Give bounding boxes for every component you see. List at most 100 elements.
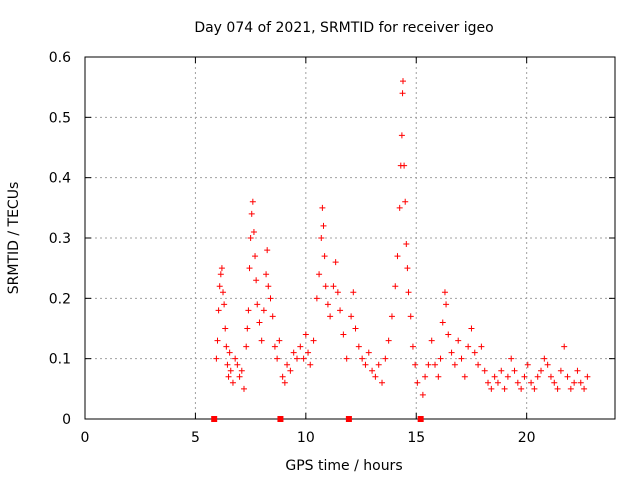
data-point (256, 319, 263, 326)
data-point (263, 271, 270, 278)
data-point (407, 313, 414, 320)
x-tick-label: 20 (518, 430, 536, 446)
y-tick-label: 0 (62, 412, 71, 428)
data-point (488, 385, 495, 392)
data-point (224, 361, 231, 368)
data-point (402, 198, 409, 205)
data-point (458, 355, 465, 362)
data-point (399, 90, 406, 97)
y-tick-label: 0.3 (49, 231, 71, 247)
data-point (243, 343, 250, 350)
data-point (362, 361, 369, 368)
data-point (524, 361, 531, 368)
data-point (254, 301, 261, 308)
data-point (439, 319, 446, 326)
data-point (244, 325, 251, 332)
data-point (247, 235, 254, 241)
data-point (511, 367, 518, 374)
x-axis-label: GPS time / hours (285, 458, 402, 474)
data-point (504, 373, 511, 380)
data-point (229, 379, 236, 386)
data-point (221, 301, 228, 308)
data-point (313, 295, 320, 302)
data-point (232, 355, 239, 362)
x-tick-label: 10 (297, 430, 315, 446)
data-point (541, 355, 548, 362)
data-point (287, 367, 294, 374)
data-point (372, 373, 379, 380)
data-point (310, 337, 317, 344)
data-point (252, 253, 259, 260)
data-point (330, 283, 337, 290)
data-point (222, 325, 229, 332)
chart-title: Day 074 of 2021, SRMTID for receiver ige… (194, 20, 493, 36)
data-point (216, 283, 223, 290)
data-point (253, 277, 260, 284)
data-point (435, 373, 442, 380)
gap-marker (417, 416, 424, 422)
data-point (581, 385, 588, 392)
data-point (241, 385, 247, 392)
gap-marker (345, 416, 352, 422)
data-point (214, 337, 221, 344)
data-point (250, 228, 257, 235)
data-point (475, 361, 482, 368)
data-point (294, 355, 300, 362)
data-point (297, 343, 304, 350)
data-point (521, 373, 528, 380)
data-point (394, 253, 401, 260)
grid-lines (85, 57, 615, 419)
data-point (564, 373, 571, 380)
data-point (350, 289, 357, 296)
data-point (245, 307, 252, 314)
data-point (305, 349, 312, 356)
data-point (468, 325, 475, 332)
y-tick-label: 0.2 (49, 291, 71, 307)
data-point (481, 367, 488, 374)
data-point (264, 247, 271, 254)
data-point (385, 337, 392, 344)
data-point (401, 162, 408, 169)
data-point (432, 361, 439, 368)
data-point (248, 210, 255, 217)
data-point (478, 343, 485, 350)
data-point (465, 343, 472, 350)
data-point (445, 331, 452, 338)
data-point (227, 367, 234, 374)
data-point (327, 313, 334, 320)
data-point (382, 355, 389, 362)
data-point (223, 343, 230, 350)
data-point (455, 337, 462, 344)
data-point (226, 349, 233, 356)
data-point (400, 78, 406, 85)
data-point (392, 283, 399, 290)
data-point (213, 355, 220, 362)
data-point (215, 307, 222, 314)
data-point (404, 265, 411, 272)
data-point (501, 385, 508, 392)
data-point (324, 301, 331, 308)
data-point (437, 355, 444, 362)
data-point (554, 385, 561, 392)
data-point (348, 313, 355, 320)
data-point (269, 313, 276, 320)
data-point (218, 265, 225, 272)
gap-marker (211, 416, 218, 422)
data-point (271, 343, 278, 350)
data-point (485, 379, 492, 386)
data-point (403, 241, 410, 248)
data-point (246, 265, 253, 272)
data-point (340, 331, 347, 338)
y-axis-label: SRMTID / TECUs (6, 182, 22, 295)
data-point (352, 325, 359, 332)
data-point (359, 355, 366, 362)
data-point (494, 379, 501, 386)
data-point (290, 349, 297, 356)
data-point (443, 301, 450, 308)
data-point (322, 283, 329, 290)
data-point (316, 271, 323, 278)
data-point (265, 283, 272, 290)
data-point (428, 337, 435, 344)
data-point (279, 373, 286, 380)
data-point (375, 361, 382, 368)
